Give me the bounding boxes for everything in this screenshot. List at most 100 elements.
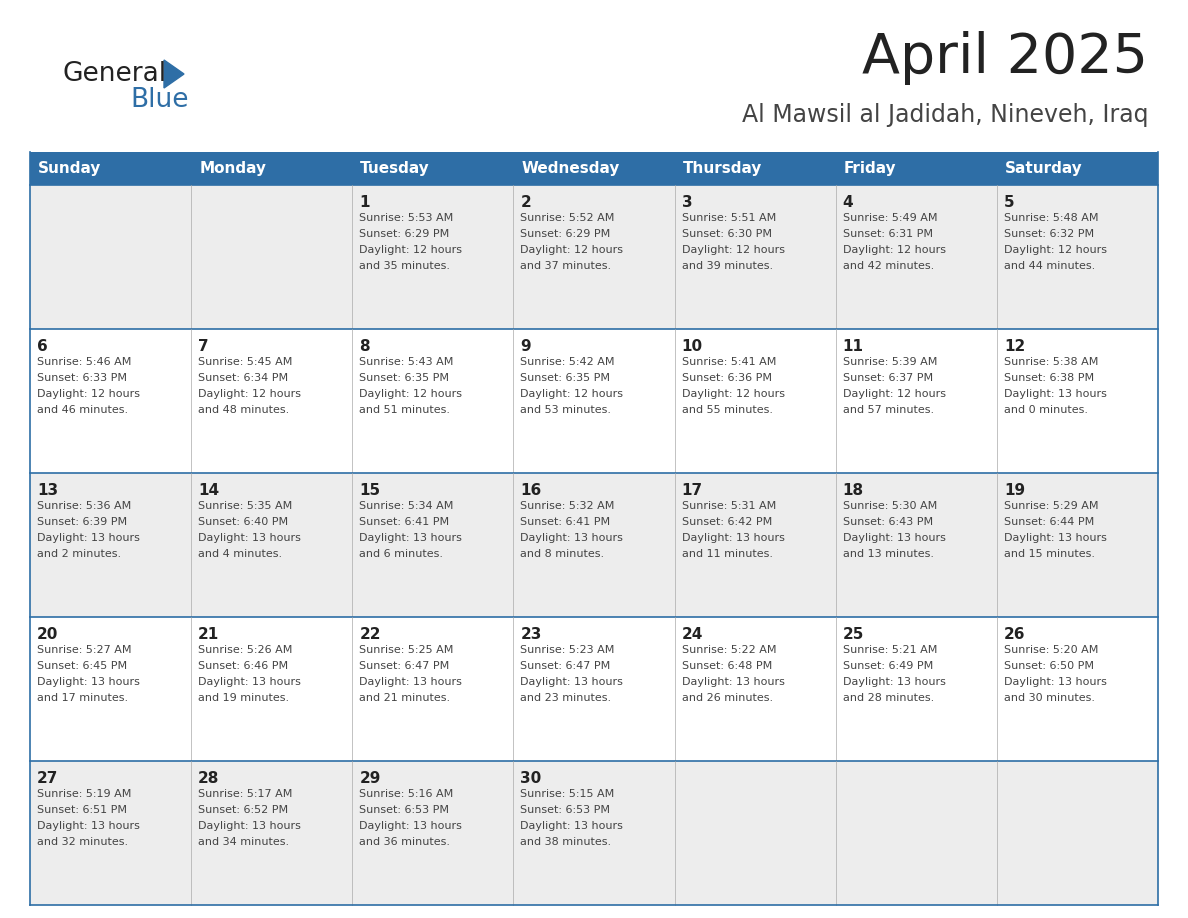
Text: and 8 minutes.: and 8 minutes.: [520, 549, 605, 559]
Text: Daylight: 13 hours: Daylight: 13 hours: [198, 677, 301, 687]
Bar: [30, 185, 1158, 329]
Text: and 21 minutes.: and 21 minutes.: [359, 693, 450, 703]
Text: Saturday: Saturday: [1005, 161, 1082, 176]
Polygon shape: [164, 60, 184, 88]
Text: and 17 minutes.: and 17 minutes.: [37, 693, 128, 703]
Text: 4: 4: [842, 195, 853, 210]
Text: and 35 minutes.: and 35 minutes.: [359, 261, 450, 271]
Text: Daylight: 13 hours: Daylight: 13 hours: [198, 821, 301, 831]
Text: 11: 11: [842, 339, 864, 354]
Text: Sunset: 6:31 PM: Sunset: 6:31 PM: [842, 229, 933, 239]
Text: Sunset: 6:51 PM: Sunset: 6:51 PM: [37, 805, 127, 815]
Text: Daylight: 12 hours: Daylight: 12 hours: [682, 245, 784, 255]
Text: 8: 8: [359, 339, 369, 354]
Text: Daylight: 13 hours: Daylight: 13 hours: [520, 821, 624, 831]
Text: 5: 5: [1004, 195, 1015, 210]
Text: Sunset: 6:43 PM: Sunset: 6:43 PM: [842, 517, 933, 527]
Text: Sunset: 6:52 PM: Sunset: 6:52 PM: [198, 805, 289, 815]
Text: Daylight: 13 hours: Daylight: 13 hours: [1004, 389, 1107, 399]
Text: April 2025: April 2025: [862, 31, 1148, 85]
Text: and 30 minutes.: and 30 minutes.: [1004, 693, 1095, 703]
Text: Tuesday: Tuesday: [360, 161, 430, 176]
Text: and 13 minutes.: and 13 minutes.: [842, 549, 934, 559]
Text: Daylight: 13 hours: Daylight: 13 hours: [37, 677, 140, 687]
Text: Sunset: 6:35 PM: Sunset: 6:35 PM: [359, 373, 449, 383]
Text: Sunset: 6:41 PM: Sunset: 6:41 PM: [359, 517, 449, 527]
Text: and 15 minutes.: and 15 minutes.: [1004, 549, 1095, 559]
Text: Sunrise: 5:29 AM: Sunrise: 5:29 AM: [1004, 501, 1099, 511]
Text: Daylight: 13 hours: Daylight: 13 hours: [842, 677, 946, 687]
Text: and 32 minutes.: and 32 minutes.: [37, 837, 128, 847]
Text: Sunrise: 5:41 AM: Sunrise: 5:41 AM: [682, 357, 776, 367]
Text: Daylight: 12 hours: Daylight: 12 hours: [198, 389, 301, 399]
Text: and 6 minutes.: and 6 minutes.: [359, 549, 443, 559]
Text: Sunset: 6:42 PM: Sunset: 6:42 PM: [682, 517, 772, 527]
Text: and 23 minutes.: and 23 minutes.: [520, 693, 612, 703]
Text: Sunset: 6:45 PM: Sunset: 6:45 PM: [37, 661, 127, 671]
Text: Daylight: 13 hours: Daylight: 13 hours: [1004, 533, 1107, 543]
Text: 17: 17: [682, 483, 702, 498]
Text: Sunrise: 5:49 AM: Sunrise: 5:49 AM: [842, 213, 937, 223]
Text: Sunrise: 5:48 AM: Sunrise: 5:48 AM: [1004, 213, 1099, 223]
Text: Sunset: 6:30 PM: Sunset: 6:30 PM: [682, 229, 771, 239]
Text: Daylight: 13 hours: Daylight: 13 hours: [359, 821, 462, 831]
Text: Sunrise: 5:17 AM: Sunrise: 5:17 AM: [198, 789, 292, 799]
Text: Sunrise: 5:35 AM: Sunrise: 5:35 AM: [198, 501, 292, 511]
Text: Sunset: 6:34 PM: Sunset: 6:34 PM: [198, 373, 289, 383]
Text: 6: 6: [37, 339, 48, 354]
Text: Daylight: 13 hours: Daylight: 13 hours: [1004, 677, 1107, 687]
Text: Monday: Monday: [200, 161, 266, 176]
Text: Sunrise: 5:45 AM: Sunrise: 5:45 AM: [198, 357, 292, 367]
Text: Sunset: 6:50 PM: Sunset: 6:50 PM: [1004, 661, 1094, 671]
Text: and 0 minutes.: and 0 minutes.: [1004, 405, 1088, 415]
Text: Sunset: 6:44 PM: Sunset: 6:44 PM: [1004, 517, 1094, 527]
Text: Sunset: 6:48 PM: Sunset: 6:48 PM: [682, 661, 772, 671]
Text: Sunrise: 5:34 AM: Sunrise: 5:34 AM: [359, 501, 454, 511]
Text: 10: 10: [682, 339, 702, 354]
Text: 12: 12: [1004, 339, 1025, 354]
Text: Daylight: 13 hours: Daylight: 13 hours: [359, 677, 462, 687]
Text: Sunrise: 5:42 AM: Sunrise: 5:42 AM: [520, 357, 615, 367]
Text: Sunset: 6:53 PM: Sunset: 6:53 PM: [359, 805, 449, 815]
Text: Sunrise: 5:16 AM: Sunrise: 5:16 AM: [359, 789, 454, 799]
Text: 28: 28: [198, 771, 220, 786]
Text: 15: 15: [359, 483, 380, 498]
Text: Sunrise: 5:53 AM: Sunrise: 5:53 AM: [359, 213, 454, 223]
Bar: [30, 473, 1158, 617]
Text: Daylight: 13 hours: Daylight: 13 hours: [520, 677, 624, 687]
Text: and 46 minutes.: and 46 minutes.: [37, 405, 128, 415]
Text: Daylight: 13 hours: Daylight: 13 hours: [842, 533, 946, 543]
Text: Sunrise: 5:38 AM: Sunrise: 5:38 AM: [1004, 357, 1098, 367]
Text: 23: 23: [520, 627, 542, 642]
Text: Daylight: 12 hours: Daylight: 12 hours: [1004, 245, 1107, 255]
Text: Sunrise: 5:25 AM: Sunrise: 5:25 AM: [359, 645, 454, 655]
Text: Daylight: 13 hours: Daylight: 13 hours: [37, 821, 140, 831]
Text: 25: 25: [842, 627, 864, 642]
Text: 30: 30: [520, 771, 542, 786]
Text: 1: 1: [359, 195, 369, 210]
Text: and 48 minutes.: and 48 minutes.: [198, 405, 290, 415]
Text: 22: 22: [359, 627, 381, 642]
Text: Sunrise: 5:39 AM: Sunrise: 5:39 AM: [842, 357, 937, 367]
Bar: [30, 329, 1158, 473]
Text: Sunset: 6:37 PM: Sunset: 6:37 PM: [842, 373, 933, 383]
Text: Daylight: 12 hours: Daylight: 12 hours: [682, 389, 784, 399]
Text: Al Mawsil al Jadidah, Nineveh, Iraq: Al Mawsil al Jadidah, Nineveh, Iraq: [741, 103, 1148, 127]
Text: Sunrise: 5:26 AM: Sunrise: 5:26 AM: [198, 645, 292, 655]
Text: and 39 minutes.: and 39 minutes.: [682, 261, 772, 271]
Text: 29: 29: [359, 771, 380, 786]
Text: Friday: Friday: [843, 161, 896, 176]
Text: Daylight: 12 hours: Daylight: 12 hours: [359, 245, 462, 255]
Text: Sunset: 6:35 PM: Sunset: 6:35 PM: [520, 373, 611, 383]
Text: 26: 26: [1004, 627, 1025, 642]
Text: 18: 18: [842, 483, 864, 498]
Text: and 37 minutes.: and 37 minutes.: [520, 261, 612, 271]
Text: Sunset: 6:39 PM: Sunset: 6:39 PM: [37, 517, 127, 527]
Text: Daylight: 13 hours: Daylight: 13 hours: [682, 677, 784, 687]
Text: Sunset: 6:49 PM: Sunset: 6:49 PM: [842, 661, 933, 671]
Text: and 26 minutes.: and 26 minutes.: [682, 693, 772, 703]
Text: 9: 9: [520, 339, 531, 354]
Text: and 55 minutes.: and 55 minutes.: [682, 405, 772, 415]
Text: Sunrise: 5:46 AM: Sunrise: 5:46 AM: [37, 357, 132, 367]
Text: Daylight: 12 hours: Daylight: 12 hours: [359, 389, 462, 399]
